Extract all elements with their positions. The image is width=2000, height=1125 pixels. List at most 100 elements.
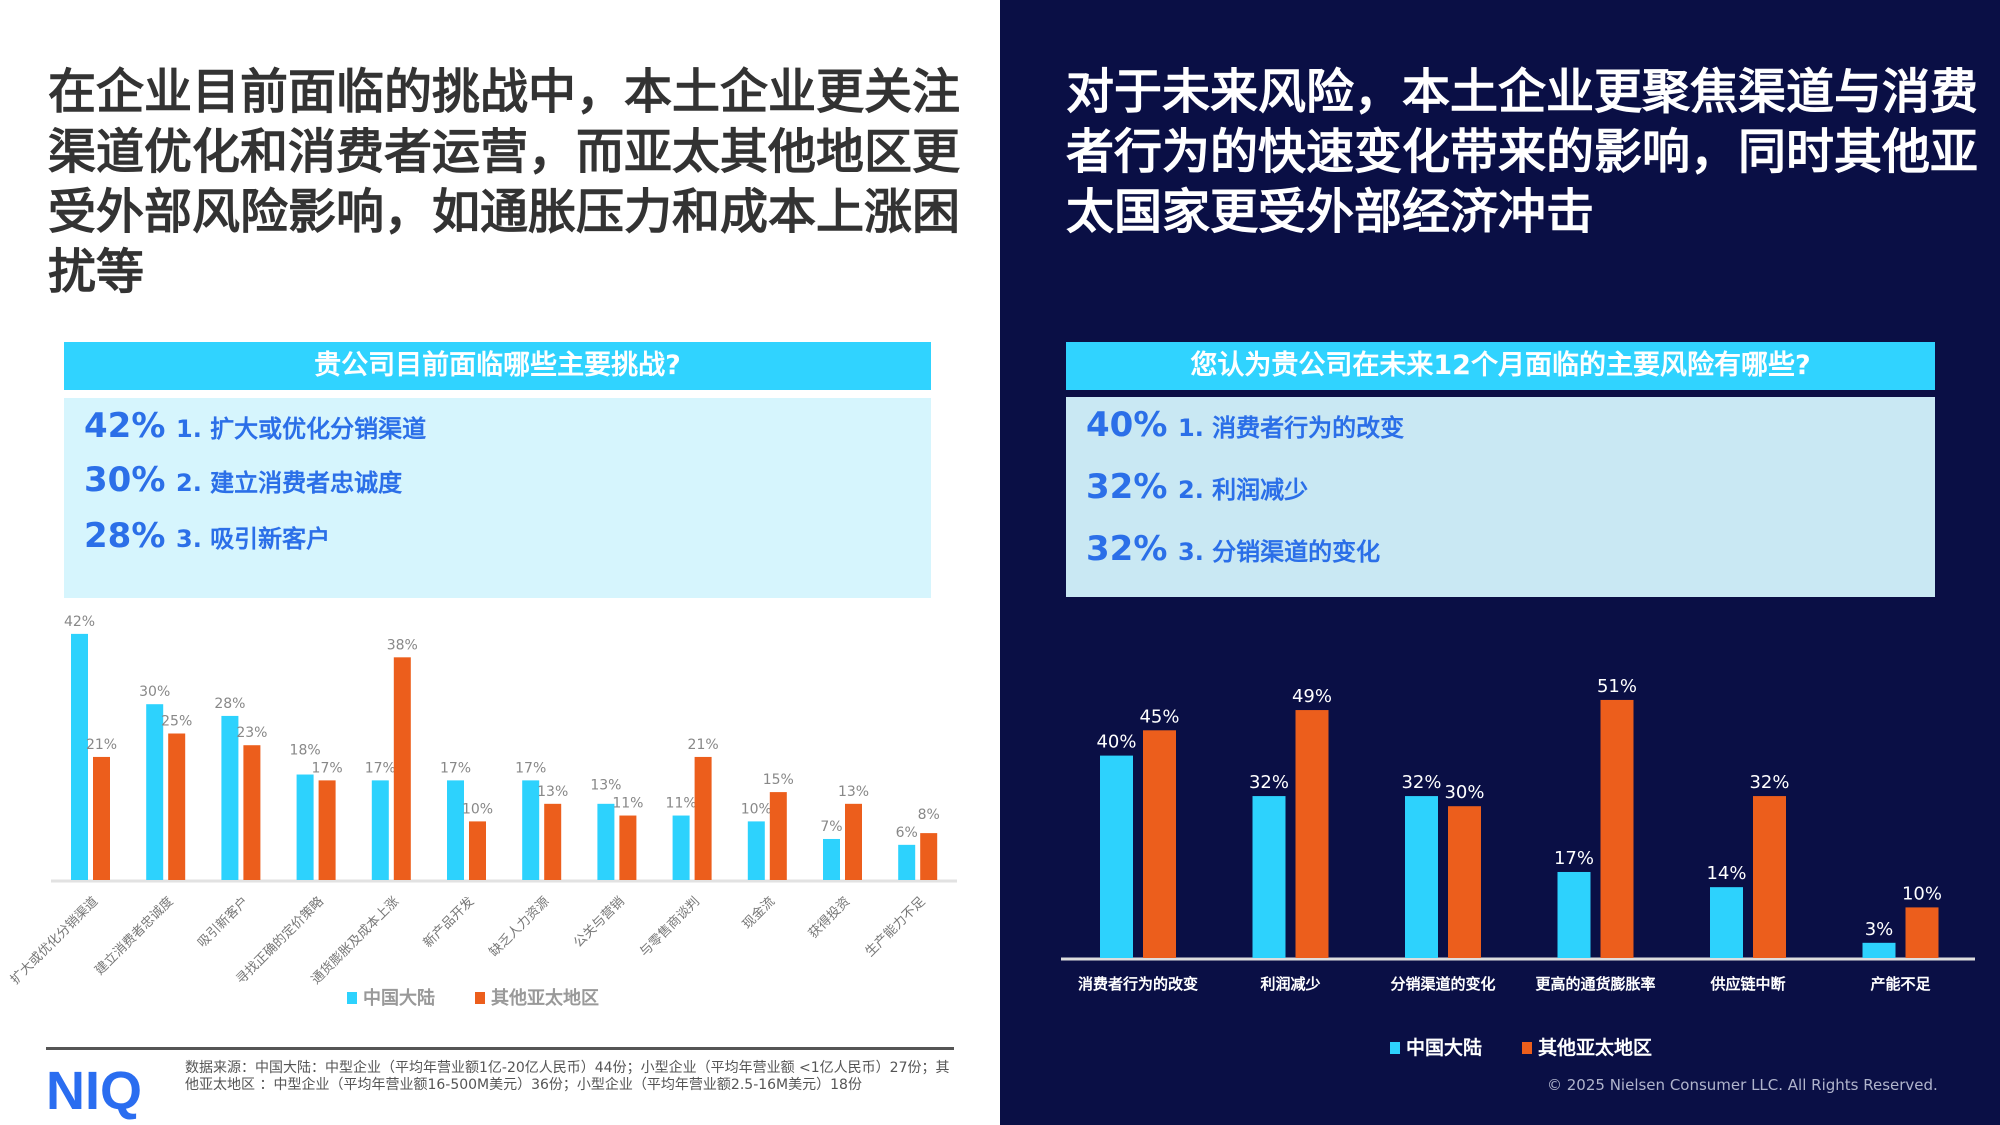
list-item: 28% 3. 吸引新客户 — [84, 516, 330, 556]
page-title: 在企业目前面临的挑战中，本土企业更关注渠道优化和消费者运营，而亚太其他地区更受外… — [48, 64, 961, 300]
data-label: 13% — [838, 784, 869, 800]
category-label: 利润减少 — [1260, 975, 1320, 993]
bar-apac — [920, 833, 938, 880]
data-label: 13% — [590, 778, 621, 794]
bar-apac — [93, 756, 110, 880]
legend-swatch — [475, 992, 485, 1004]
item-pct: 32% — [1086, 529, 1168, 569]
category-label: 新产品开发 — [420, 894, 477, 951]
data-label: 30% — [1444, 782, 1484, 803]
category-label: 供应链中断 — [1709, 975, 1785, 993]
item-pct: 32% — [1086, 467, 1168, 507]
data-label: 6% — [896, 825, 918, 841]
data-label: 30% — [139, 684, 170, 700]
data-label: 7% — [820, 819, 842, 835]
data-label: 17% — [515, 760, 546, 776]
item-label: 1. 消费者行为的改变 — [1178, 414, 1405, 442]
item-label: 3. 吸引新客户 — [176, 525, 331, 553]
question-header: 您认为贵公司在未来12个月面临的主要风险有哪些? — [1066, 342, 1935, 390]
bar-china — [522, 780, 540, 880]
bar-apac — [469, 821, 486, 880]
bar-china — [146, 704, 164, 880]
bar-china — [1710, 887, 1743, 958]
data-label: 21% — [688, 737, 719, 753]
category-label: 生产能力不足 — [863, 894, 929, 960]
bar-china — [747, 821, 765, 880]
data-label: 10% — [1902, 883, 1942, 904]
data-label: 17% — [365, 760, 396, 776]
category-label: 吸引新客户 — [194, 894, 251, 951]
bar-apac — [1295, 710, 1329, 958]
data-label: 3% — [1865, 919, 1894, 940]
category-label: 扩大或优化分销渠道 — [8, 894, 101, 987]
bar-apac — [769, 792, 787, 880]
legend-label: 其他亚太地区 — [491, 988, 599, 1009]
bar-china — [371, 780, 389, 880]
bar-china — [71, 633, 88, 880]
top-challenges-box: 42% 1. 扩大或优化分销渠道 30% 2. 建立消费者忠诚度 28% 3. 吸引新… — [64, 398, 931, 598]
item-label: 3. 分销渠道的变化 — [1178, 538, 1381, 566]
data-source-note: 数据来源：中国大陆：中型企业（平均年营业额1亿-20亿人民币）44份；小型企业（… — [185, 1060, 950, 1093]
data-label: 8% — [918, 807, 940, 823]
question-header: 贵公司目前面临哪些主要挑战? — [64, 342, 931, 390]
bar-apac — [393, 657, 411, 880]
bar-apac — [168, 733, 186, 880]
challenges-bar-chart: 42% 21% 扩大或优化分销渠道 30% 25% 建立消费者忠诚度 28% 23% 吸引新客户… — [8, 614, 957, 988]
data-label: 14% — [1706, 863, 1746, 884]
category-label: 消费者行为的改变 — [1078, 975, 1198, 993]
data-label: 18% — [290, 742, 321, 758]
category-label: 建立消费者忠诚度 — [92, 894, 177, 979]
data-label: 23% — [236, 725, 267, 741]
left-panel: 在企业目前面临的挑战中，本土企业更关注渠道优化和消费者运营，而亚太其他地区更受外… — [7, 64, 961, 1121]
data-label: 13% — [537, 784, 568, 800]
bar-apac — [1753, 796, 1786, 958]
niq-logo: NIQ — [46, 1061, 143, 1121]
data-label: 42% — [64, 614, 95, 630]
bar-china — [296, 774, 314, 880]
bar-apac — [1448, 806, 1481, 958]
bar-china — [221, 715, 239, 880]
list-item: 40% 1. 消费者行为的改变 — [1086, 405, 1404, 445]
item-label: 1. 扩大或优化分销渠道 — [176, 415, 427, 443]
legend-swatch — [1390, 1042, 1400, 1054]
right-panel: 对于未来风险，本土企业更聚焦渠道与消费者行为的快速变化带来的影响，同时其他亚太国… — [1000, 0, 2000, 1125]
category-label: 获得投资 — [805, 894, 853, 942]
legend-item-china: 中国大陆 — [1390, 1033, 1482, 1060]
data-label: 45% — [1139, 706, 1179, 727]
data-label: 17% — [440, 760, 471, 776]
data-label: 10% — [741, 801, 772, 817]
bar-apac — [1143, 730, 1176, 958]
bar-china — [672, 815, 690, 880]
bar-apac — [694, 756, 712, 880]
data-label: 49% — [1292, 686, 1332, 707]
data-label: 51% — [1597, 676, 1637, 697]
data-label: 32% — [1749, 772, 1789, 793]
item-label: 2. 利润减少 — [1178, 476, 1309, 504]
legend-label: 中国大陆 — [1406, 1037, 1483, 1059]
bar-china — [823, 838, 840, 880]
data-label: 38% — [387, 637, 418, 653]
bar-apac — [243, 745, 261, 880]
category-label: 现金流 — [739, 894, 778, 933]
list-item: 32% 3. 分销渠道的变化 — [1086, 529, 1380, 569]
legend-item-apac: 其他亚太地区 — [1522, 1033, 1652, 1060]
data-label: 32% — [1401, 772, 1441, 793]
top-risks-box: 40% 1. 消费者行为的改变 32% 2. 利润减少 32% 3. 分销渠道的变化 — [1066, 397, 1935, 597]
legend-swatch — [347, 992, 357, 1004]
data-label: 28% — [214, 696, 245, 712]
footer-divider — [46, 1047, 954, 1050]
bar-apac — [1600, 699, 1634, 958]
chart-legend: 中国大陆 其他亚太地区 — [347, 984, 599, 1010]
data-label: 21% — [86, 737, 117, 753]
item-label: 2. 建立消费者忠诚度 — [176, 469, 403, 497]
legend-label: 其他亚太地区 — [1538, 1037, 1653, 1059]
bar-china — [898, 844, 916, 880]
legend-item-apac: 其他亚太地区 — [475, 984, 599, 1010]
copyright: © 2025 Nielsen Consumer LLC. All Rights … — [1547, 1076, 1938, 1094]
bar-china — [1252, 796, 1286, 958]
category-label: 分销渠道的变化 — [1390, 975, 1495, 993]
list-item: 32% 2. 利润减少 — [1086, 467, 1308, 507]
bar-china — [1100, 755, 1133, 958]
item-pct: 42% — [84, 406, 166, 446]
